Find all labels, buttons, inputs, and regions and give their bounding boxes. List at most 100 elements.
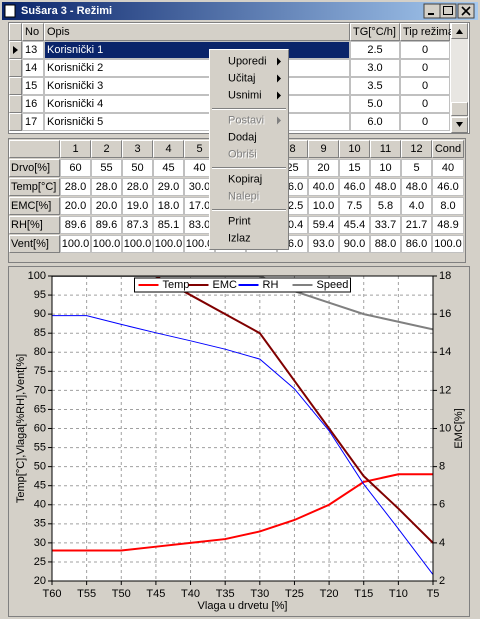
grid-cell[interactable] <box>401 178 432 196</box>
grid-cell[interactable] <box>432 178 464 196</box>
table-cell[interactable] <box>400 113 450 131</box>
table-cell[interactable] <box>350 59 400 77</box>
grid-cell[interactable] <box>308 235 339 253</box>
grid-cell[interactable] <box>308 159 339 177</box>
table-cell[interactable] <box>350 95 400 113</box>
grid-cell[interactable] <box>122 178 153 196</box>
grid-cell-text: 19.0 <box>127 200 148 212</box>
close-glyph <box>461 6 471 16</box>
table-cell[interactable] <box>400 77 450 95</box>
grid-column-header-edge <box>401 140 432 158</box>
grid-column-label: 11 <box>380 143 391 155</box>
grid-cell[interactable] <box>60 235 91 253</box>
grid-cell[interactable] <box>339 235 370 253</box>
scroll-thumb[interactable] <box>451 102 468 116</box>
y-tick-label: 40 <box>34 499 46 511</box>
grid-cell-text: 45 <box>162 162 174 174</box>
table-cell[interactable] <box>400 41 450 59</box>
menu-item-shadow: Nalepi <box>229 191 260 203</box>
y2-tick-label: 10 <box>439 422 451 434</box>
context-menu <box>209 49 289 250</box>
table-cell[interactable] <box>350 41 400 59</box>
table-cell[interactable] <box>350 113 400 131</box>
grid-cell[interactable] <box>153 197 184 215</box>
grid-cell[interactable] <box>432 235 464 253</box>
table-cell[interactable] <box>22 59 44 77</box>
table-cell[interactable] <box>400 95 450 113</box>
grid-cell[interactable] <box>401 159 432 177</box>
grid-cell[interactable] <box>370 178 401 196</box>
menu-item-label: Obriši <box>228 148 257 160</box>
grid-cell[interactable] <box>122 159 153 177</box>
table-cell[interactable] <box>22 95 44 113</box>
grid-cell[interactable] <box>60 159 91 177</box>
grid-cell-text: 100.0 <box>93 238 121 250</box>
column-header[interactable] <box>400 23 450 41</box>
row-indicator-edge <box>9 41 22 59</box>
grid-cell-text: 89.6 <box>96 219 117 231</box>
column-header-edge <box>44 23 350 41</box>
grid-cell[interactable] <box>153 159 184 177</box>
column-header-edge <box>400 23 450 41</box>
column-header[interactable] <box>22 23 44 41</box>
table-cell-text: 0 <box>422 80 428 92</box>
grid-column-label: 5 <box>196 143 202 155</box>
grid-cell[interactable] <box>401 235 432 253</box>
grid-cell[interactable] <box>370 159 401 177</box>
grid-cell[interactable] <box>91 159 122 177</box>
grid-cell[interactable] <box>153 178 184 196</box>
grid-column-header-edge <box>122 140 153 158</box>
column-header-edge <box>350 23 400 41</box>
grid-row-header <box>9 216 60 234</box>
grid-cell-text: 7.5 <box>347 200 362 212</box>
grid-cell[interactable] <box>91 235 122 253</box>
scroll-up-button-edge <box>451 23 468 39</box>
grid-cell[interactable] <box>308 216 339 234</box>
grid-cell[interactable] <box>122 235 153 253</box>
grid-cell[interactable] <box>60 216 91 234</box>
grid-cell[interactable] <box>308 197 339 215</box>
grid-cell[interactable] <box>91 178 122 196</box>
grid-cell[interactable] <box>153 235 184 253</box>
column-header[interactable] <box>350 23 400 41</box>
grid-column-label: 8 <box>289 143 295 155</box>
table-cell[interactable] <box>350 77 400 95</box>
grid-cell[interactable] <box>308 178 339 196</box>
grid-cell[interactable] <box>370 235 401 253</box>
table-cell[interactable] <box>22 77 44 95</box>
grid-cell[interactable] <box>370 197 401 215</box>
y-tick-label: 20 <box>34 575 46 587</box>
grid-cell[interactable] <box>432 197 464 215</box>
grid-cell[interactable] <box>401 216 432 234</box>
grid-column-header <box>153 140 184 158</box>
grid-cell[interactable] <box>432 159 464 177</box>
grid-cell[interactable] <box>60 178 91 196</box>
table-cell[interactable] <box>400 59 450 77</box>
column-header-label: TG[°C/h] <box>353 26 396 38</box>
x-tick-label: T30 <box>250 588 269 600</box>
grid-cell[interactable] <box>401 197 432 215</box>
grid-cell[interactable] <box>60 197 91 215</box>
grid-cell[interactable] <box>91 216 122 234</box>
table-cell[interactable] <box>22 113 44 131</box>
grid-cell[interactable] <box>432 216 464 234</box>
grid-cell[interactable] <box>370 216 401 234</box>
grid-cell[interactable] <box>122 216 153 234</box>
grid-cell[interactable] <box>91 197 122 215</box>
table-cell-text: 15 <box>25 80 37 92</box>
minimize-button[interactable] <box>423 3 441 19</box>
table-cell-text: 13 <box>25 44 37 56</box>
table-cell[interactable] <box>22 41 44 59</box>
grid-cell[interactable] <box>339 159 370 177</box>
grid-cell[interactable] <box>339 216 370 234</box>
grid-cell[interactable] <box>122 197 153 215</box>
table-cell-text: 0 <box>422 44 428 56</box>
grid-cell[interactable] <box>153 216 184 234</box>
title-buttons[interactable] <box>423 3 475 19</box>
column-header[interactable] <box>44 23 350 41</box>
grid-cell-text: 29.0 <box>158 181 179 193</box>
grid-cell[interactable] <box>339 197 370 215</box>
grid-cell[interactable] <box>339 178 370 196</box>
grid-row-header <box>9 178 60 196</box>
row-indicator <box>9 59 22 77</box>
